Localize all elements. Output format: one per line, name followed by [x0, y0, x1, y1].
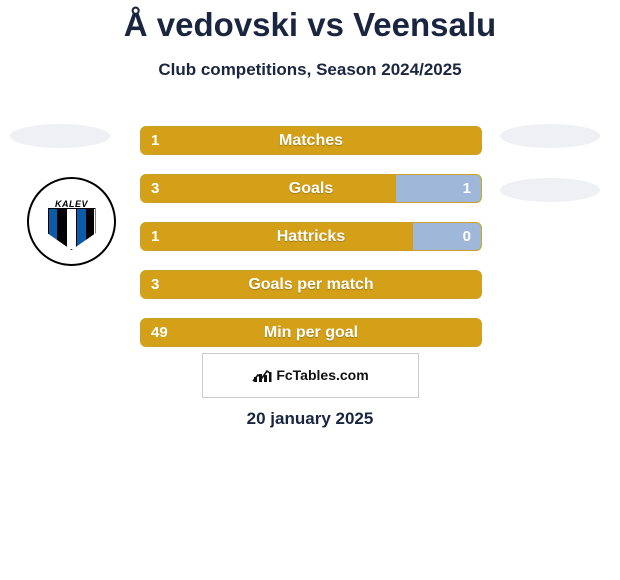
stat-bar: 49Min per goal — [140, 318, 482, 347]
stat-bar-label: Hattricks — [141, 223, 481, 250]
stat-bar-label: Matches — [141, 127, 481, 154]
brand-rest: Tables.com — [293, 367, 369, 383]
stat-bar: 3Goals per match — [140, 270, 482, 299]
stat-bar: 1Matches — [140, 126, 482, 155]
stat-bar: 10Hattricks — [140, 222, 482, 251]
stat-bars: 1Matches 31Goals 10Hattricks 3Goals per mat… — [140, 126, 480, 366]
stat-bar-label: Min per goal — [141, 319, 481, 346]
stat-bar-label: Goals per match — [141, 271, 481, 298]
brand-box[interactable]: FcTables.com — [202, 353, 419, 398]
chart-icon — [252, 369, 272, 383]
right-header-pill — [500, 124, 600, 148]
page-title: Å vedovski vs Veensalu — [0, 0, 620, 44]
stat-bar-label: Goals — [141, 175, 481, 202]
club-badge-text: KALEV — [55, 199, 88, 209]
stat-bar: 31Goals — [140, 174, 482, 203]
club-badge: KALEV — [27, 177, 116, 266]
brand-prefix: Fc — [276, 367, 292, 383]
page-subtitle: Club competitions, Season 2024/2025 — [0, 60, 620, 80]
right-header-pill-2 — [500, 178, 600, 202]
club-badge-shield — [48, 208, 96, 250]
left-header-pill — [10, 124, 110, 148]
date-text: 20 january 2025 — [0, 409, 620, 429]
